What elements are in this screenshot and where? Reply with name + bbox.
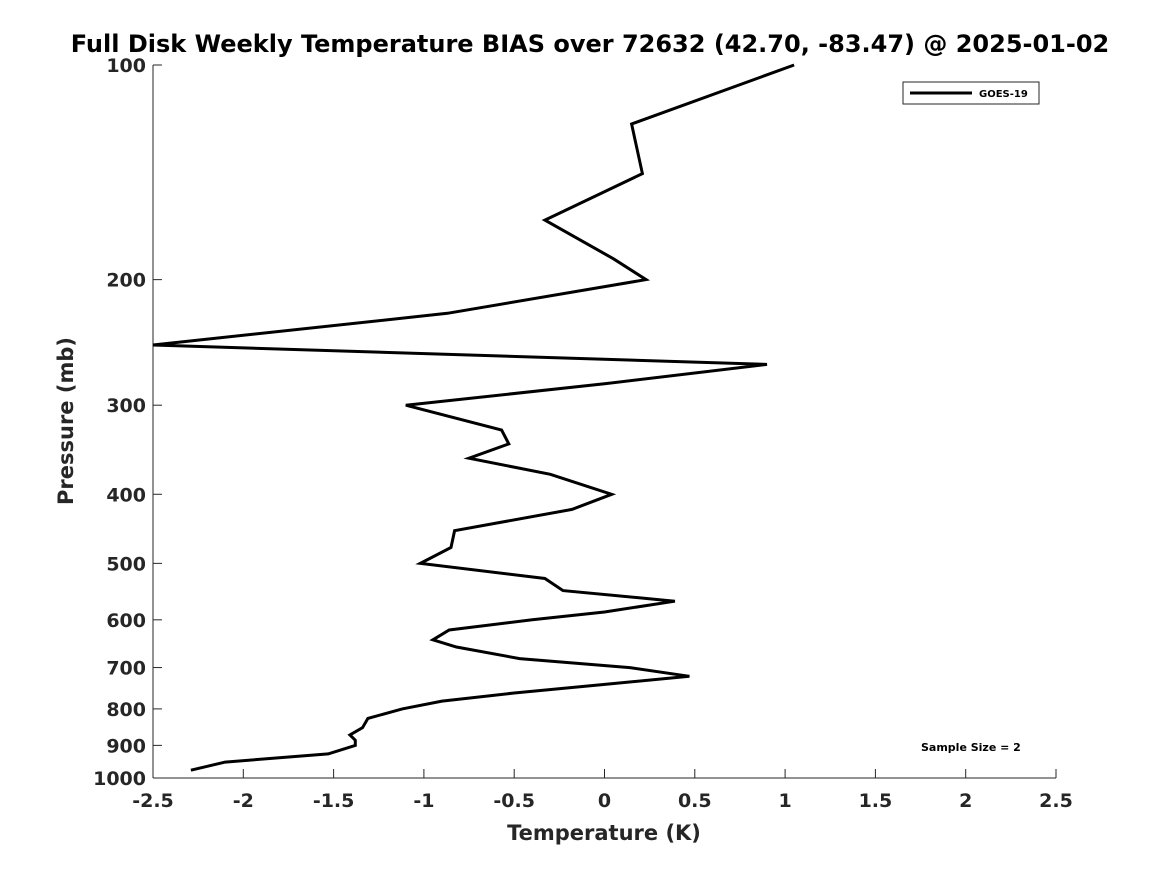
y-tick-label: 200	[106, 270, 146, 292]
x-tick-label: -0.5	[493, 790, 535, 812]
x-tick-label: 2	[959, 790, 972, 812]
x-axis-label: Temperature (K)	[507, 821, 701, 845]
x-tick-label: -1	[413, 790, 434, 812]
y-tick-label: 800	[106, 699, 146, 721]
x-tick-label: 1.5	[859, 790, 893, 812]
series-group	[152, 63, 795, 772]
plot-area	[153, 65, 1056, 778]
y-tick-label: 100	[106, 55, 146, 77]
x-tick-label: 0	[598, 790, 611, 812]
x-tick-label: 0.5	[678, 790, 712, 812]
y-tick-label: 600	[106, 610, 146, 632]
x-tick-label: 2.5	[1039, 790, 1073, 812]
y-tick-label: 300	[106, 395, 146, 417]
y-tick-label: 900	[106, 735, 146, 757]
legend: GOES-19	[902, 81, 1040, 105]
series-line-goes-19	[152, 63, 795, 772]
y-axis: 100 200 300 400 500 600 700 800 900 1000	[93, 55, 162, 790]
chart-title: Full Disk Weekly Temperature BIAS over 7…	[71, 30, 1110, 58]
y-tick-label: 400	[106, 484, 146, 506]
y-tick-label: 1000	[93, 768, 146, 790]
x-tick-label: -2	[233, 790, 254, 812]
x-tick-label: -2.5	[132, 790, 174, 812]
y-axis-label: Pressure (mb)	[54, 337, 78, 505]
x-axis: -2.5 -2 -1.5 -1 -0.5 0 0.5 1 1.5 2 2.5	[132, 769, 1073, 812]
x-tick-label: 1	[778, 790, 791, 812]
sample-size-annotation: Sample Size = 2	[921, 741, 1021, 754]
y-tick-label: 700	[106, 658, 146, 680]
x-tick-label: -1.5	[313, 790, 355, 812]
legend-label-goes-19: GOES-19	[979, 89, 1028, 100]
y-tick-label: 500	[106, 553, 146, 575]
